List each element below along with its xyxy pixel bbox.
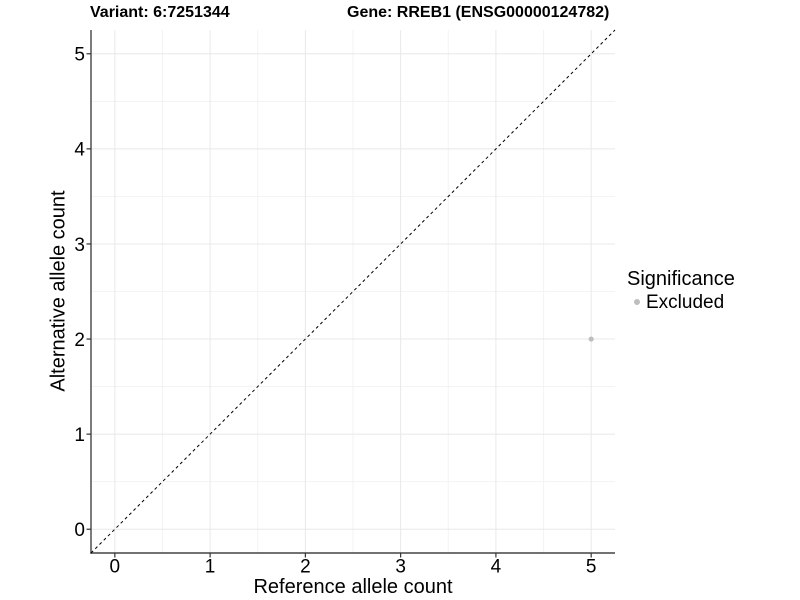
x-tick-label: 3 bbox=[395, 557, 406, 578]
y-tick-label: 4 bbox=[74, 140, 85, 161]
x-tick-label: 5 bbox=[586, 557, 597, 578]
x-tick-label: 1 bbox=[205, 557, 216, 578]
x-axis-title: Reference allele count bbox=[253, 576, 453, 598]
legend-title: Significance bbox=[627, 268, 735, 290]
variant-title: Variant: 6:7251344 bbox=[90, 4, 230, 21]
gene-title: Gene: RREB1 (ENSG00000124782) bbox=[347, 4, 610, 21]
legend: Significance Excluded bbox=[627, 268, 735, 313]
x-tick-label: 4 bbox=[491, 557, 502, 578]
legend-item-excluded: Excluded bbox=[627, 291, 735, 313]
y-tick-label: 2 bbox=[74, 330, 85, 351]
y-tick-label: 3 bbox=[74, 235, 85, 256]
legend-item-label: Excluded bbox=[646, 291, 725, 313]
x-tick-label: 0 bbox=[110, 557, 121, 578]
x-tick-label: 2 bbox=[300, 557, 311, 578]
data-point bbox=[588, 336, 594, 342]
y-axis-title: Alternative allele count bbox=[47, 190, 70, 392]
y-tick-label: 5 bbox=[74, 45, 85, 66]
legend-point-swatch bbox=[634, 299, 640, 305]
y-tick-label: 0 bbox=[74, 520, 85, 541]
y-tick-label: 1 bbox=[74, 425, 85, 446]
